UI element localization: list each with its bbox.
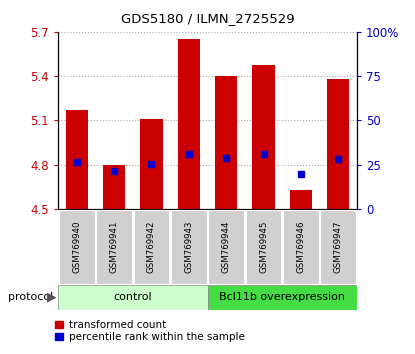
Text: GSM769947: GSM769947 xyxy=(334,221,343,273)
Bar xyxy=(252,65,275,209)
Bar xyxy=(178,39,200,209)
Text: GDS5180 / ILMN_2725529: GDS5180 / ILMN_2725529 xyxy=(121,12,294,25)
Bar xyxy=(320,210,356,284)
Bar xyxy=(290,190,312,209)
Bar xyxy=(66,110,88,209)
Text: GSM769945: GSM769945 xyxy=(259,221,268,273)
Bar xyxy=(327,79,349,209)
Text: ▶: ▶ xyxy=(47,291,57,304)
Text: protocol: protocol xyxy=(8,292,54,302)
Bar xyxy=(58,285,208,310)
Bar xyxy=(140,119,163,209)
Bar xyxy=(283,210,319,284)
Bar xyxy=(96,210,132,284)
Text: GSM769946: GSM769946 xyxy=(296,221,305,273)
Bar xyxy=(171,210,207,284)
Text: control: control xyxy=(113,292,152,302)
Text: GSM769943: GSM769943 xyxy=(184,221,193,273)
Bar xyxy=(59,210,95,284)
Bar xyxy=(215,76,237,209)
Bar xyxy=(208,210,244,284)
Text: GSM769940: GSM769940 xyxy=(72,221,81,273)
Bar xyxy=(246,210,281,284)
Text: GSM769944: GSM769944 xyxy=(222,221,231,273)
Text: GSM769942: GSM769942 xyxy=(147,221,156,273)
Bar xyxy=(208,285,357,310)
Legend: transformed count, percentile rank within the sample: transformed count, percentile rank withi… xyxy=(55,320,244,342)
Text: GSM769941: GSM769941 xyxy=(110,221,119,273)
Text: Bcl11b overexpression: Bcl11b overexpression xyxy=(219,292,345,302)
Bar xyxy=(103,165,125,209)
Bar xyxy=(134,210,169,284)
